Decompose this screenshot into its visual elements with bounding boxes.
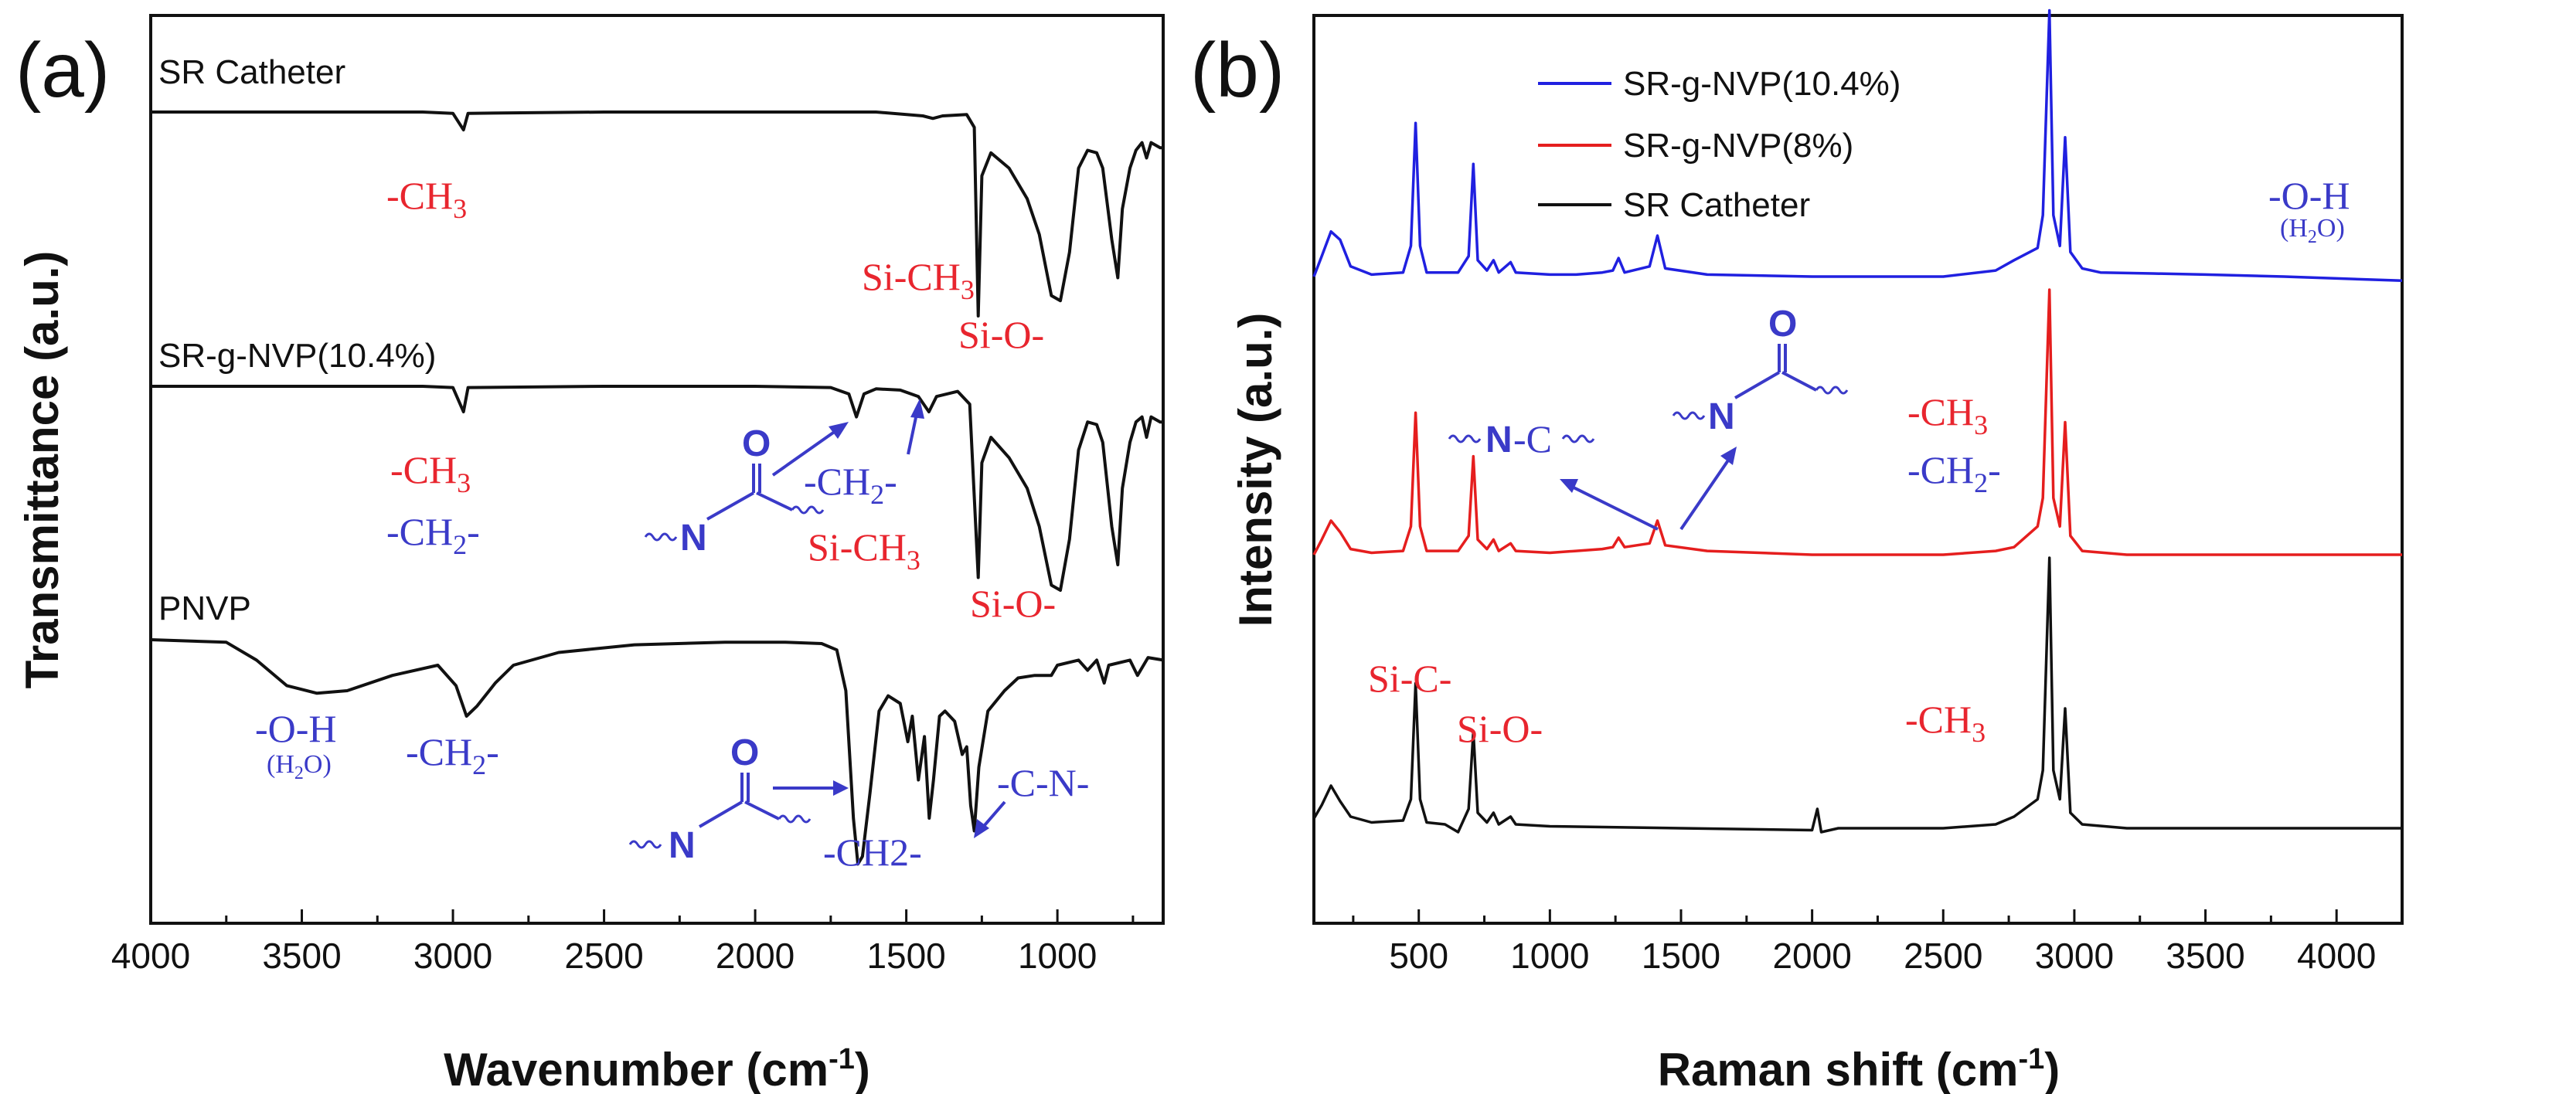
amide-b-bond2 <box>1781 371 1817 392</box>
amide-structure-b: N O <box>1672 304 1849 437</box>
nc-N: N <box>1485 420 1513 460</box>
amide-a1-O: O <box>742 423 771 464</box>
legend-label-black: SR Catheter <box>1623 186 1810 224</box>
annot-a-cn: -C-N- <box>997 761 1089 804</box>
b-xtick-label-2000: 2000 <box>1772 936 1851 976</box>
panel-a: 4000 3500 3000 2500 2000 1500 1000 (a) Transmi… <box>15 14 1165 1094</box>
amide-a1-bond1 <box>706 491 754 521</box>
panel-b-xlabel: Raman shift (cm-1) <box>1658 1043 2060 1094</box>
nc-C: -C <box>1513 417 1552 460</box>
nc-wave2 <box>1561 434 1595 443</box>
trace-label-pnvp: PNVP <box>158 589 251 627</box>
amide-a2-wave <box>628 840 662 849</box>
a-xtick-label-4000: 4000 <box>111 936 190 976</box>
amide-a1-wave2 <box>791 505 825 515</box>
a-trace-sr-g-nvp-10-4- <box>151 385 1163 592</box>
b-xtick-label-3000: 3000 <box>2035 936 2114 976</box>
amide-a2-bond2 <box>744 800 780 820</box>
annot-b-oh: -O-H <box>2268 174 2350 217</box>
annot-a-ch3-2: -CH3 <box>390 448 471 498</box>
annot-b-h2o: (H2O) <box>2280 214 2345 247</box>
nc-structure-b: N -C <box>1448 417 1595 460</box>
b-xtick-label-2500: 2500 <box>1904 936 1982 976</box>
annot-a-h2o: (H2O) <box>267 750 332 783</box>
trace-label-sr-g-nvp: SR-g-NVP(10.4%) <box>158 337 436 375</box>
amide-a2-O: O <box>730 732 759 773</box>
a-trace-pnvp <box>150 638 1164 866</box>
b-xtick-label-3500: 3500 <box>2166 936 2244 976</box>
annot-a-sio-2: Si-O- <box>970 582 1056 625</box>
legend-label-blue: SR-g-NVP(10.4%) <box>1623 65 1901 103</box>
panel-b-ticks: 500 1000 1500 2000 2500 3000 3500 4000 <box>1352 909 2376 976</box>
panel-b-label: (b) <box>1190 27 1285 114</box>
b-trace-sr-g-nvp-8- <box>1312 288 2402 556</box>
annot-a-sich3-2: Si-CH3 <box>808 525 920 576</box>
panel-b: 500 1000 1500 2000 2500 3000 3500 4000 (b) Inte… <box>1190 8 2404 1094</box>
arrow-b-left-head <box>1560 479 1578 493</box>
amide-b-wave2 <box>1815 386 1849 395</box>
annot-a-ch3-1: -CH3 <box>386 174 467 224</box>
annot-a-ch2-3: -CH2- <box>406 730 499 780</box>
b-xtick-label-500: 500 <box>1389 936 1448 976</box>
panel-a-xlabel: Wavenumber (cm-1) <box>444 1043 870 1094</box>
amide-a1-arrowhead <box>829 422 849 439</box>
arrow-ch2-2b-head <box>910 399 924 419</box>
annot-b-ch2: -CH2- <box>1907 448 2001 498</box>
panel-b-traces <box>1312 8 2403 834</box>
a-xtick-label-3500: 3500 <box>262 936 341 976</box>
amide-b-wave <box>1672 411 1706 420</box>
amide-b-N: N <box>1708 396 1735 437</box>
b-trace-sr-catheter <box>1312 556 2402 834</box>
legend-label-red: SR-g-NVP(8%) <box>1623 127 1853 165</box>
panel-a-traces <box>150 110 1164 866</box>
amide-a2-wave2 <box>778 814 812 824</box>
annot-b-ch3-low: -CH3 <box>1905 698 1986 748</box>
arrow-b-left <box>1568 484 1659 531</box>
amide-a2-N: N <box>669 825 696 866</box>
amide-b-O: O <box>1768 304 1797 345</box>
b-xtick-label-4000: 4000 <box>2297 936 2376 976</box>
b-xtick-label-1000: 1000 <box>1510 936 1589 976</box>
annot-a-sich3-1: Si-CH3 <box>862 255 975 305</box>
annot-a-ch2-2: -CH2- <box>386 510 480 560</box>
panel-b-ylabel: Intensity (a.u.) <box>1230 313 1281 627</box>
legend: SR-g-NVP(10.4%) SR-g-NVP(8%) SR Catheter <box>1538 65 1901 224</box>
trace-label-sr-catheter: SR Catheter <box>158 53 345 91</box>
nc-wave1 <box>1448 434 1482 443</box>
arrow-cn-head <box>974 819 989 838</box>
amide-structure-a2: N O <box>628 732 849 866</box>
a-trace-sr-catheter <box>151 110 1163 318</box>
amide-a1-N: N <box>680 518 707 559</box>
a-xtick-label-1000: 1000 <box>1018 936 1097 976</box>
panel-a-ylabel: Transmittance (a.u.) <box>16 251 68 689</box>
annot-b-sic: Si-C- <box>1368 657 1451 700</box>
a-xtick-label-2500: 2500 <box>564 936 643 976</box>
panel-b-frame <box>1312 14 2404 925</box>
amide-a1-bond2 <box>756 491 793 511</box>
panel-a-frame <box>149 14 1165 925</box>
annot-b-ch3: -CH3 <box>1907 390 1988 440</box>
amide-a2-arrowhead <box>833 780 849 796</box>
annot-a-ch2-2b: -CH2- <box>804 460 897 510</box>
annot-b-sio: Si-O- <box>1457 707 1543 750</box>
panel-a-ticks: 4000 3500 3000 2500 2000 1500 1000 <box>111 909 1135 976</box>
arrow-b-right-head <box>1720 447 1737 465</box>
panel-a-label: (a) <box>15 27 110 114</box>
b-xtick-label-1500: 1500 <box>1642 936 1720 976</box>
amide-b-bond1 <box>1734 371 1781 399</box>
amide-a2-bond1 <box>698 800 744 828</box>
b-trace-sr-g-nvp-10-4- <box>1312 8 2403 283</box>
annot-a-oh: -O-H <box>255 707 337 750</box>
amide-a1-arrow <box>771 426 842 477</box>
arrow-b-right <box>1679 454 1733 531</box>
a-xtick-label-2000: 2000 <box>716 936 795 976</box>
amide-structure-a1: N O <box>644 422 849 559</box>
a-xtick-label-3000: 3000 <box>413 936 492 976</box>
annot-a-ch2-plain: -CH2- <box>823 831 922 874</box>
amide-a1-wave <box>644 532 678 542</box>
annot-a-sio-1: Si-O- <box>958 313 1044 356</box>
a-xtick-label-1500: 1500 <box>866 936 945 976</box>
